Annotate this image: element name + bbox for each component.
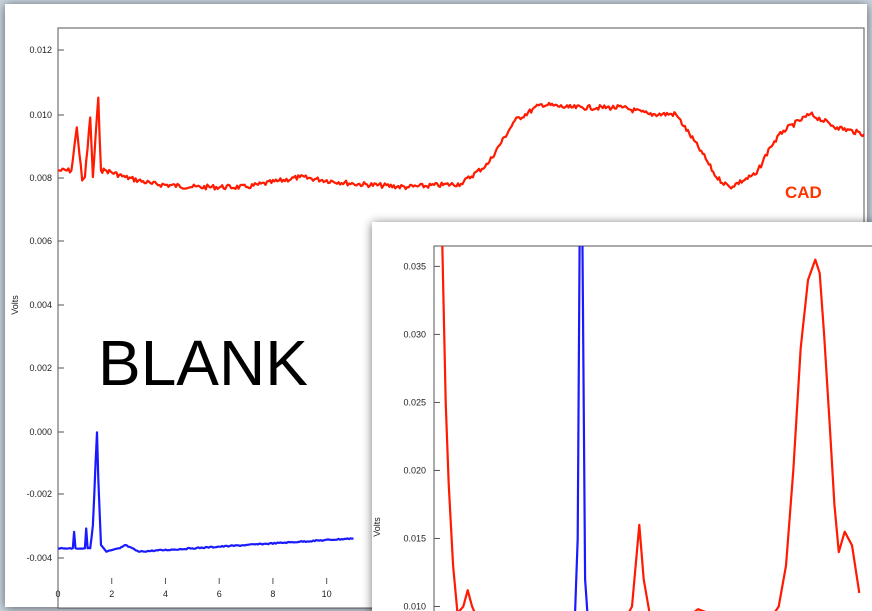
main-series-1-line	[57, 431, 354, 553]
inset-chromatogram: 0.035 0.030 0.025 0.020 0.015 0.010 Volts	[372, 222, 872, 611]
inset-plot-area	[433, 245, 872, 611]
main-x-axis: 0 2 4 6 8 10	[55, 578, 332, 599]
main-y-tick-label: -0.002	[26, 489, 52, 499]
main-series-group	[57, 96, 865, 553]
inset-series-0-line	[441, 246, 861, 611]
main-x-tick-label: 8	[270, 589, 275, 599]
main-y-tick-label: 0.002	[29, 363, 52, 373]
main-y-tick-label: 0.008	[29, 173, 52, 183]
main-x-tick-label: 10	[322, 589, 332, 599]
inset-y-tick-label: 0.015	[403, 533, 426, 543]
cad-annotation: CAD	[785, 183, 822, 202]
main-x-tick-label: 0	[55, 589, 60, 599]
main-x-tick-label: 4	[163, 589, 168, 599]
main-y-tick-label: -0.004	[26, 553, 52, 563]
main-y-tick-label: 0.012	[29, 45, 52, 55]
main-y-tick-label: 0.006	[29, 236, 52, 246]
inset-y-axis: 0.035 0.030 0.025 0.020 0.015 0.010	[403, 261, 440, 611]
main-y-tick-label: 0.010	[29, 110, 52, 120]
main-x-tick-label: 2	[109, 589, 114, 599]
main-y-tick-label: 0.000	[29, 427, 52, 437]
main-x-tick-label: 6	[217, 589, 222, 599]
blank-annotation: BLANK	[98, 327, 308, 399]
main-y-axis: 0.012 0.010 0.008 0.006 0.004 0.002 0.000 -0.00…	[26, 45, 64, 563]
inset-y-tick-label: 0.035	[403, 261, 426, 271]
inset-series-group	[441, 246, 861, 611]
inset-y-tick-label: 0.025	[403, 397, 426, 407]
inset-y-axis-label: Volts	[372, 517, 382, 537]
main-series-0-line	[58, 96, 865, 191]
main-y-tick-label: 0.004	[29, 300, 52, 310]
inset-y-tick-label: 0.010	[403, 601, 426, 611]
inset-y-tick-label: 0.030	[403, 329, 426, 339]
main-y-axis-label: Volts	[10, 295, 20, 315]
inset-y-tick-label: 0.020	[403, 465, 426, 475]
